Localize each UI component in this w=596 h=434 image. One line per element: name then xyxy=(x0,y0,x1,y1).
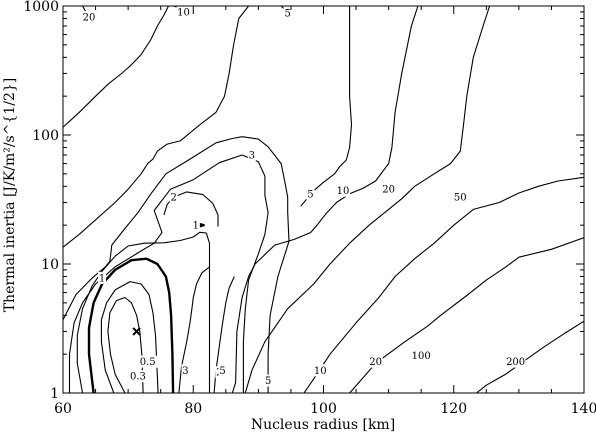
x-tick-label: 100 xyxy=(310,401,337,417)
contour-labels: 0.30.5112235510102020501002003520105 xyxy=(82,5,526,387)
y-tick-label: 1000 xyxy=(23,0,59,15)
contour-label-bg xyxy=(181,364,190,377)
contour-line-20 xyxy=(244,6,491,393)
contour-label-bg xyxy=(218,364,227,377)
contour-label-0.3: 0.3 xyxy=(130,372,146,383)
contour-label-bg xyxy=(137,355,158,368)
best-fit-marker xyxy=(132,327,141,336)
contour-label-100: 100 xyxy=(412,351,431,362)
contour-line-0.5 xyxy=(100,281,159,393)
contour-line-10 xyxy=(231,6,419,393)
contour-line-50 xyxy=(303,176,584,393)
contour-label-5: 5 xyxy=(219,366,225,377)
contour-line-1 xyxy=(87,257,175,393)
contour-label-200: 200 xyxy=(506,357,525,368)
contour-label-bg xyxy=(82,11,97,24)
contour-label-5: 5 xyxy=(307,189,313,200)
contour-label-20: 20 xyxy=(369,357,382,368)
contour-line-0.3 xyxy=(107,296,144,393)
contour-line-2 xyxy=(76,231,211,393)
y-axis-title: Thermal inertia [J/K/m²/s^{1/2}] xyxy=(2,78,18,313)
contour-label-5: 5 xyxy=(284,9,290,20)
contour-label-bg xyxy=(453,191,468,204)
contour-label-5: 5 xyxy=(265,376,271,387)
contour-label-bg xyxy=(313,364,328,377)
contour-label-1: 1 xyxy=(193,221,199,232)
contour-line-100 xyxy=(349,237,584,393)
x-tick-label: 60 xyxy=(54,401,72,417)
y-tick-label: 100 xyxy=(32,128,59,144)
y-tick-label: 10 xyxy=(41,257,59,273)
contour-label-bg xyxy=(191,219,200,232)
contour-label-bg xyxy=(381,183,396,196)
contour-label-bg xyxy=(127,370,148,383)
contour-label-bg xyxy=(264,374,273,387)
contour-label-20: 20 xyxy=(83,13,96,24)
contour-line-3 xyxy=(68,154,269,393)
contour-label-bg xyxy=(306,187,315,200)
markers xyxy=(132,327,141,336)
contour-label-bg xyxy=(247,148,256,161)
contour-label-bg xyxy=(176,5,191,18)
contour-label-3: 3 xyxy=(182,366,188,377)
contour-label-0.5: 0.5 xyxy=(140,357,156,368)
contour-label-3: 3 xyxy=(249,150,255,161)
contour-label-10: 10 xyxy=(177,7,190,18)
contour-label-50: 50 xyxy=(454,193,467,204)
contour-line-10 xyxy=(63,6,250,248)
contour-label-10: 10 xyxy=(337,186,350,197)
x-tick-label: 140 xyxy=(571,401,596,417)
contour-label-bg xyxy=(98,271,107,284)
contour-line-5 xyxy=(300,6,353,207)
contour-label-bg xyxy=(411,349,432,362)
contour-label-1: 1 xyxy=(99,273,105,284)
contour-label-bg xyxy=(169,191,178,204)
contour-label-2: 2 xyxy=(171,193,177,204)
x-tick-label: 80 xyxy=(184,401,202,417)
contour-line-3 xyxy=(178,266,210,393)
contour-label-10: 10 xyxy=(314,366,327,377)
contour-label-bg xyxy=(368,355,383,368)
contour-line-20 xyxy=(63,6,169,128)
contour-line-2 xyxy=(163,191,219,227)
contour-label-20: 20 xyxy=(382,185,395,196)
contour-label-bg xyxy=(505,355,526,368)
contour-label-bg xyxy=(283,7,292,20)
y-tick-label: 1 xyxy=(50,386,59,402)
contour-lines xyxy=(63,6,584,393)
contour-label-bg xyxy=(336,184,351,197)
x-axis-title: Nucleus radius [km] xyxy=(251,417,395,433)
x-tick-label: 120 xyxy=(440,401,467,417)
contour-line-200 xyxy=(476,320,584,393)
